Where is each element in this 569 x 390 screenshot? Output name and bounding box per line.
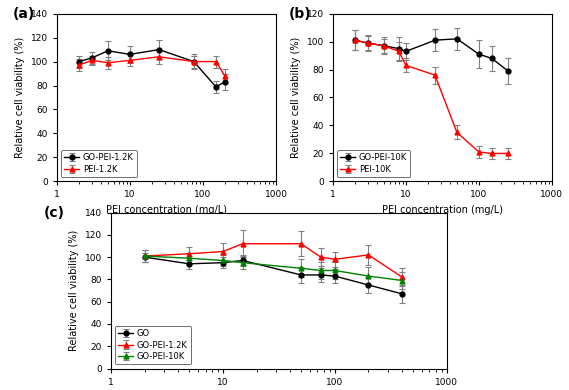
Text: (b): (b) [289, 7, 312, 21]
Legend: GO-PEI-10K, PEI-10K: GO-PEI-10K, PEI-10K [337, 150, 410, 177]
Y-axis label: Relative cell viability (%): Relative cell viability (%) [69, 230, 79, 351]
X-axis label: PEI concentration (mg/L): PEI concentration (mg/L) [382, 205, 503, 215]
Legend: GO, GO-PEI-1.2K, GO-PEI-10K: GO, GO-PEI-1.2K, GO-PEI-10K [115, 326, 191, 364]
X-axis label: PEI concentration (mg/L): PEI concentration (mg/L) [106, 205, 227, 215]
Y-axis label: Relative cell viability (%): Relative cell viability (%) [15, 37, 25, 158]
Text: (a): (a) [13, 7, 35, 21]
Legend: GO-PEI-1.2K, PEI-1.2K: GO-PEI-1.2K, PEI-1.2K [61, 150, 137, 177]
Text: (c): (c) [44, 206, 65, 220]
Y-axis label: Relative cell viability (%): Relative cell viability (%) [291, 37, 301, 158]
